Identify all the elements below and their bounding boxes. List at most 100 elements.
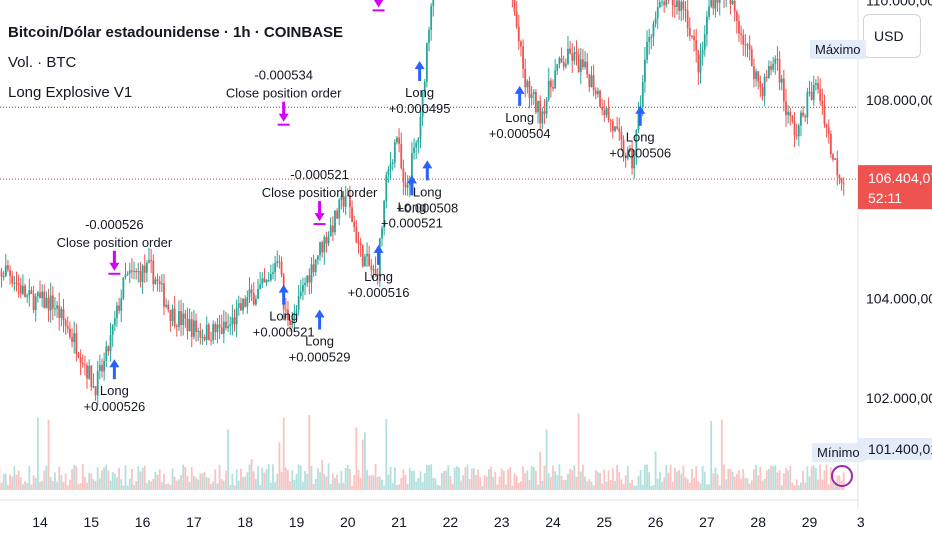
candle-body bbox=[83, 364, 86, 366]
candle-body bbox=[731, 0, 734, 4]
y-tick-label: 104.000,00 bbox=[866, 291, 932, 307]
volume-bar bbox=[58, 466, 61, 490]
close-label: Close position order bbox=[226, 86, 342, 101]
volume-bar bbox=[248, 464, 251, 490]
candle-body bbox=[357, 242, 360, 244]
candle-body bbox=[312, 264, 315, 273]
countdown-value: 52:11 bbox=[868, 190, 902, 206]
volume-bar bbox=[701, 466, 704, 490]
volume-bar bbox=[378, 476, 381, 490]
candle-body bbox=[661, 1, 663, 3]
candle-body bbox=[39, 292, 41, 299]
candle-body bbox=[590, 75, 593, 87]
candle-body bbox=[823, 106, 826, 125]
volume-bar bbox=[246, 472, 249, 490]
candle-body bbox=[594, 90, 597, 95]
candle-body bbox=[562, 61, 565, 67]
volume-bar bbox=[697, 481, 700, 490]
volume-indicator-label[interactable]: Vol. · BTC bbox=[8, 54, 77, 71]
chart-title[interactable]: Bitcoin/Dólar estadounidense · 1h · COIN… bbox=[8, 24, 344, 41]
volume-bar bbox=[637, 476, 640, 490]
candle-body bbox=[774, 58, 777, 64]
volume-bar bbox=[800, 482, 802, 490]
volume-bar bbox=[770, 465, 772, 490]
candle-body bbox=[188, 319, 191, 332]
volume-bar bbox=[487, 469, 490, 490]
candle-body bbox=[586, 61, 589, 75]
volume-bar bbox=[374, 463, 377, 490]
volume-bar bbox=[582, 464, 584, 490]
volume-bar bbox=[180, 475, 182, 490]
volume-bar bbox=[425, 464, 428, 490]
candle-body bbox=[411, 153, 413, 182]
volume-bar bbox=[545, 429, 548, 490]
candle-body bbox=[740, 33, 742, 36]
volume-bar bbox=[680, 473, 683, 490]
volume-bar bbox=[603, 469, 606, 490]
candle-body bbox=[735, 11, 738, 22]
volume-bar bbox=[708, 484, 710, 490]
volume-bar bbox=[265, 469, 268, 490]
volume-bar bbox=[665, 464, 668, 490]
volume-bar bbox=[827, 484, 830, 490]
volume-bar bbox=[220, 479, 223, 490]
y-tick-label: 102.000,00 bbox=[866, 390, 932, 406]
volume-bar bbox=[124, 465, 127, 490]
volume-bar bbox=[656, 478, 659, 490]
volume-bar bbox=[556, 475, 559, 490]
volume-bar bbox=[596, 471, 599, 490]
volume-bar bbox=[633, 485, 636, 490]
x-tick-label: 15 bbox=[84, 514, 100, 530]
volume-bar bbox=[654, 451, 657, 490]
volume-bar bbox=[765, 470, 768, 490]
candle-body bbox=[118, 305, 120, 311]
currency-button[interactable]: USD bbox=[863, 14, 921, 58]
candle-body bbox=[173, 308, 176, 326]
long-pnl: +0.000495 bbox=[389, 101, 451, 116]
volume-bar bbox=[650, 485, 653, 490]
volume-bar bbox=[676, 471, 678, 490]
candle-body bbox=[71, 336, 73, 342]
volume-bar bbox=[92, 479, 95, 490]
volume-bar bbox=[481, 485, 484, 490]
candle-body bbox=[834, 158, 837, 160]
close-label: Close position order bbox=[262, 185, 378, 200]
replay-icon bbox=[831, 465, 853, 487]
candle-body bbox=[64, 320, 67, 327]
volume-bar bbox=[383, 485, 386, 490]
volume-bar bbox=[90, 473, 93, 490]
candle-body bbox=[419, 116, 422, 139]
candle-body bbox=[423, 81, 426, 92]
candle-body bbox=[361, 245, 364, 267]
volume-bar bbox=[678, 469, 681, 490]
min-price-value: 101.400,01 bbox=[868, 441, 932, 457]
volume-bar bbox=[639, 470, 642, 490]
volume-bar bbox=[620, 479, 623, 490]
candle-body bbox=[92, 386, 95, 388]
candle-body bbox=[137, 271, 140, 273]
candle-body bbox=[744, 44, 747, 46]
candle-body bbox=[383, 200, 386, 229]
candle-body bbox=[637, 111, 640, 131]
long-pnl: +0.000504 bbox=[489, 126, 551, 141]
candle-body bbox=[182, 313, 185, 326]
candle-body bbox=[842, 183, 845, 185]
volume-bar bbox=[391, 483, 394, 490]
candle-body bbox=[210, 339, 212, 341]
volume-bar bbox=[113, 473, 116, 490]
candle-body bbox=[558, 58, 561, 65]
candle-body bbox=[539, 100, 542, 124]
long-pnl: +0.000516 bbox=[348, 285, 410, 300]
volume-bar bbox=[240, 468, 242, 490]
volume-bar bbox=[498, 476, 501, 490]
volume-bar bbox=[331, 473, 334, 490]
volume-bar bbox=[648, 472, 651, 490]
strategy-label[interactable]: Long Explosive V1 bbox=[8, 84, 133, 101]
candle-body bbox=[430, 5, 433, 30]
volume-bar bbox=[579, 471, 582, 490]
candle-body bbox=[274, 263, 277, 273]
volume-bar bbox=[558, 464, 561, 490]
close-arrowhead bbox=[314, 213, 325, 222]
volume-bar bbox=[75, 466, 78, 490]
